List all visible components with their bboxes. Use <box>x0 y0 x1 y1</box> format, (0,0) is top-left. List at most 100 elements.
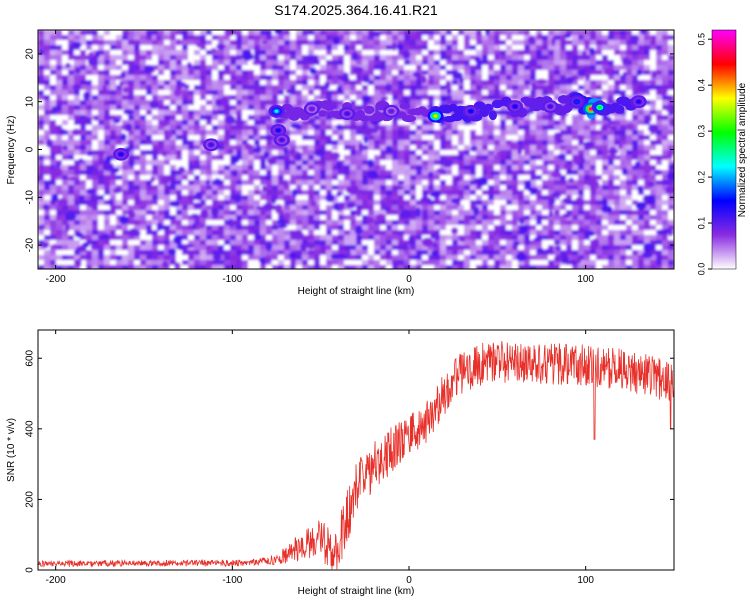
spectrogram-cell <box>68 75 75 81</box>
spectrogram-cell <box>116 110 123 116</box>
spectrogram-cell <box>476 90 483 96</box>
spectrogram-cell <box>230 145 237 151</box>
spectrogram-cell <box>494 240 501 246</box>
spectrogram-cell <box>644 35 651 41</box>
spectrogram-cell <box>218 210 225 216</box>
spectrogram-cell <box>212 65 219 71</box>
spectrogram-cell <box>308 170 315 176</box>
spectrogram-cell <box>530 120 537 126</box>
spectrogram-cell <box>98 225 105 231</box>
spectrogram-cell <box>236 100 243 106</box>
spectrogram-cell <box>332 100 339 106</box>
spectrogram-cell <box>470 130 477 136</box>
spectrogram-cell <box>650 220 657 226</box>
spectrogram-cell <box>62 170 69 176</box>
spectrogram-cell <box>146 110 153 116</box>
spectrogram-cell <box>338 45 345 51</box>
spectrogram-cell <box>446 220 453 226</box>
spectrogram-cell <box>368 55 375 61</box>
spectrogram-cell <box>164 90 171 96</box>
spectrogram-cell <box>458 85 465 91</box>
spectrogram-cell <box>614 245 621 251</box>
spectrogram-cell <box>104 175 111 181</box>
spectrogram-cell <box>494 235 501 241</box>
spectrogram-cell <box>272 165 279 171</box>
spectrogram-cell <box>470 150 477 156</box>
spectrogram-cell <box>164 110 171 116</box>
spectrogram-cell <box>248 85 255 91</box>
spectrogram-cell <box>566 235 573 241</box>
spectrogram-cell <box>470 215 477 221</box>
spectrogram-cell <box>104 210 111 216</box>
spectrogram-cell <box>164 100 171 106</box>
spectrogram-cell <box>560 205 567 211</box>
spectrogram-cell <box>188 65 195 71</box>
spectrogram-cell <box>668 145 674 151</box>
spectrogram-cell <box>656 130 663 136</box>
spectrogram-cell <box>380 160 387 166</box>
spectrogram-cell <box>248 240 255 246</box>
spectrogram-cell <box>44 105 51 111</box>
spectrogram-cell <box>506 75 513 81</box>
spectrogram-cell <box>116 250 123 256</box>
spectrogram-cell <box>80 180 87 186</box>
spectrogram-cell <box>206 260 213 266</box>
spectrogram-cell <box>50 205 57 211</box>
spectrogram-cell <box>146 145 153 151</box>
spectrogram-cell <box>62 260 69 266</box>
spectrogram-cell <box>80 230 87 236</box>
spectrogram-cell <box>494 185 501 191</box>
spectrogram-cell <box>254 180 261 186</box>
spectrogram-cell <box>206 200 213 206</box>
spectrogram-cell <box>458 155 465 161</box>
spectrogram-cell <box>224 145 231 151</box>
spectrogram-cell <box>626 80 633 86</box>
spectrogram-cell <box>482 215 489 221</box>
spectrogram-cell <box>392 190 399 196</box>
spectrogram-cell <box>608 235 615 241</box>
spectrogram-cell <box>62 175 69 181</box>
spectrogram-cell <box>80 255 87 261</box>
spectrogram-cell <box>338 235 345 241</box>
spectrogram-cell <box>308 55 315 61</box>
spectrogram-cell <box>554 230 561 236</box>
spectrogram-cell <box>452 255 459 261</box>
spectrogram-cell <box>308 210 315 216</box>
spectrogram-cell <box>92 155 99 161</box>
spectrogram-cell <box>344 160 351 166</box>
spectrogram-cell <box>44 225 51 231</box>
spectrogram-cell <box>218 110 225 116</box>
spectrogram-cell <box>560 125 567 131</box>
spectrogram-cell <box>554 125 561 131</box>
spectrogram-cell <box>290 60 297 66</box>
spectrogram-cell <box>494 120 501 126</box>
spectrogram-cell <box>158 245 165 251</box>
spectrogram-cell <box>572 200 579 206</box>
spectrogram-cell <box>236 210 243 216</box>
spectrogram-cell <box>206 90 213 96</box>
spectrogram-cell <box>572 145 579 151</box>
spectrogram-cell <box>512 115 519 121</box>
spectrogram-cell <box>194 240 201 246</box>
spectrogram-cell <box>572 30 579 36</box>
spectrogram-cell <box>506 125 513 131</box>
spectrogram-cell <box>548 150 555 156</box>
spectrogram-cell <box>188 195 195 201</box>
spectrogram-cell <box>416 160 423 166</box>
spectrogram-cell <box>260 200 267 206</box>
spectrogram-cell <box>524 165 531 171</box>
spectrogram-cell <box>584 135 591 141</box>
spectrogram-cell <box>584 175 591 181</box>
spectrogram-cell <box>614 95 621 101</box>
spectrogram-cell <box>146 185 153 191</box>
spectrogram-cell <box>350 130 357 136</box>
spectrogram-cell <box>566 125 573 131</box>
spectrogram-cell <box>44 255 51 261</box>
spectrogram-cell <box>620 215 627 221</box>
spectrogram-cell <box>434 205 441 211</box>
spectrogram-cell <box>416 30 423 36</box>
spectrogram-cell <box>590 175 597 181</box>
spectrogram-cell <box>434 230 441 236</box>
spectrogram-cell <box>620 135 627 141</box>
spectrogram-cell <box>422 215 429 221</box>
